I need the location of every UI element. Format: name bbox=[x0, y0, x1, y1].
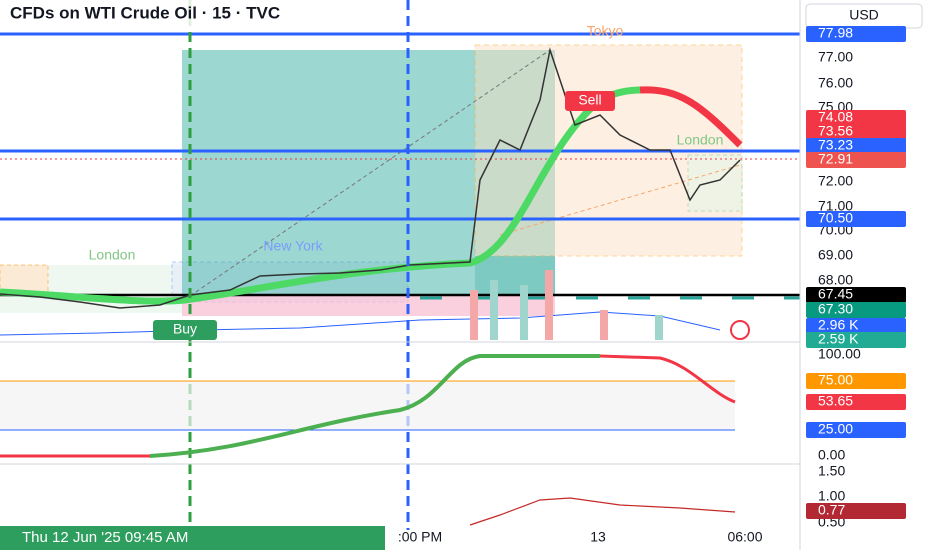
price-tag bbox=[806, 138, 906, 154]
price-label: 72.00 bbox=[818, 173, 853, 189]
price-tag-label: 74.08 bbox=[818, 109, 853, 125]
buy-signal: Buy bbox=[173, 321, 197, 337]
price-tag bbox=[806, 124, 906, 140]
price-tag bbox=[806, 26, 906, 42]
session-label: London bbox=[89, 247, 136, 263]
axes: 77.0076.0075.0072.0071.0070.0069.0068.00… bbox=[398, 25, 906, 545]
oscillator-tag-label: 25.00 bbox=[818, 421, 853, 437]
currency[interactable]: USD bbox=[849, 7, 879, 23]
oscillator-tag-label: 0.77 bbox=[818, 502, 845, 518]
price-tag-label: 77.98 bbox=[818, 25, 853, 41]
price-tag-label: 67.30 bbox=[818, 301, 853, 317]
sell-signal: Sell bbox=[578, 92, 601, 108]
oscillator-tag bbox=[806, 373, 906, 389]
price-tag-label: 67.45 bbox=[818, 286, 853, 302]
price-tag-label: 72.91 bbox=[818, 151, 853, 167]
price-tag bbox=[806, 318, 906, 334]
time-label: 13 bbox=[590, 529, 606, 545]
oscillator-label: 0.00 bbox=[818, 447, 845, 463]
price-tag bbox=[806, 152, 906, 168]
time-label: :00 PM bbox=[398, 529, 442, 545]
session-label: New York bbox=[263, 238, 323, 254]
oscillator-tag-label: 53.65 bbox=[818, 393, 853, 409]
price-tag bbox=[806, 110, 906, 126]
price-label: 68.00 bbox=[818, 272, 853, 288]
time-label: 06:00 bbox=[727, 529, 762, 545]
price-label: 69.00 bbox=[818, 247, 853, 263]
price-label: 71.00 bbox=[818, 198, 853, 214]
time-cursor: Thu 12 Jun '25 09:45 AM bbox=[22, 529, 188, 546]
oscillator-label: 1.50 bbox=[818, 463, 845, 479]
oscillator-tag bbox=[806, 422, 906, 438]
oscillator-tag bbox=[806, 503, 906, 519]
session-label: Tokyo bbox=[587, 23, 624, 39]
oscillator-tag-label: 75.00 bbox=[818, 372, 853, 388]
oscillator-tag bbox=[806, 394, 906, 410]
price-tag-label: 70.50 bbox=[818, 210, 853, 226]
price-tag-label: 2.96 K bbox=[818, 317, 859, 333]
price-tag bbox=[806, 211, 906, 227]
price-tag-label: 2.59 K bbox=[818, 331, 859, 347]
price-tag bbox=[806, 302, 906, 318]
session-label: London bbox=[677, 132, 724, 148]
price-tag bbox=[806, 332, 906, 348]
price-tag bbox=[806, 287, 906, 303]
oscillator-label: 1.00 bbox=[818, 488, 845, 504]
price-tag-label: 73.56 bbox=[818, 123, 853, 139]
chart-title: CFDs on WTI Crude Oil · 15 · TVC bbox=[10, 3, 280, 22]
price-label: 76.00 bbox=[818, 75, 853, 91]
price-tag-label: 73.23 bbox=[818, 137, 853, 153]
oscillator-label: 100.00 bbox=[818, 346, 861, 362]
price-label: 77.00 bbox=[818, 49, 853, 65]
